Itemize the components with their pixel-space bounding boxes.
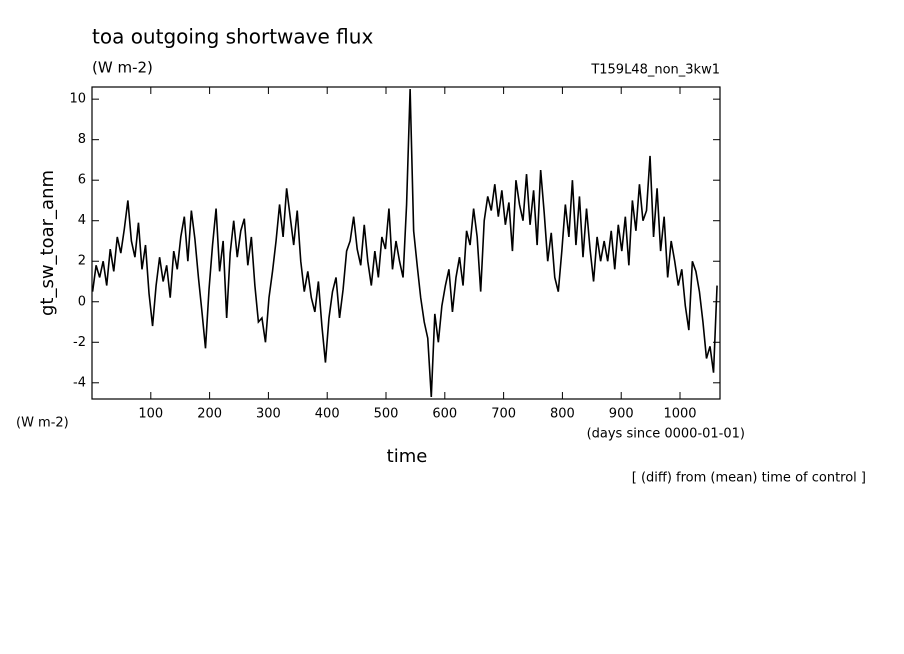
x-tick-label: 1000	[663, 407, 696, 422]
x-tick-label: 800	[550, 407, 575, 422]
y-tick-label: -2	[73, 335, 86, 350]
y-axis-title: gt_sw_toar_anm	[37, 170, 58, 316]
chart-title: toa outgoing shortwave flux	[92, 25, 373, 49]
y-tick-label: 6	[78, 173, 86, 188]
y-tick-label: 0	[78, 294, 86, 309]
chart-subtitle: (W m-2)	[92, 59, 153, 77]
x-tick-label: 600	[432, 407, 457, 422]
y-tick-label: 2	[78, 254, 86, 269]
plot-frame	[91, 86, 721, 400]
y-tick-label: 4	[78, 213, 86, 228]
y-unit: (W m-2)	[16, 416, 69, 431]
x-axis-title: time	[387, 446, 428, 467]
y-tick-label: 8	[78, 132, 86, 147]
x-unit: (days since 0000-01-01)	[587, 427, 745, 442]
x-tick-label: 100	[138, 407, 163, 422]
x-tick-label: 900	[609, 407, 634, 422]
y-tick-label: -4	[73, 375, 86, 390]
y-tick-label: 10	[69, 92, 86, 107]
x-tick-label: 300	[256, 407, 281, 422]
note: [ (diff) from (mean) time of control ]	[632, 471, 866, 486]
run-label: T159L48_non_3kw1	[590, 63, 720, 78]
x-tick-label: 500	[374, 407, 399, 422]
x-tick-label: 700	[491, 407, 516, 422]
x-tick-label: 400	[315, 407, 340, 422]
x-tick-label: 200	[197, 407, 222, 422]
data-line	[91, 89, 718, 398]
